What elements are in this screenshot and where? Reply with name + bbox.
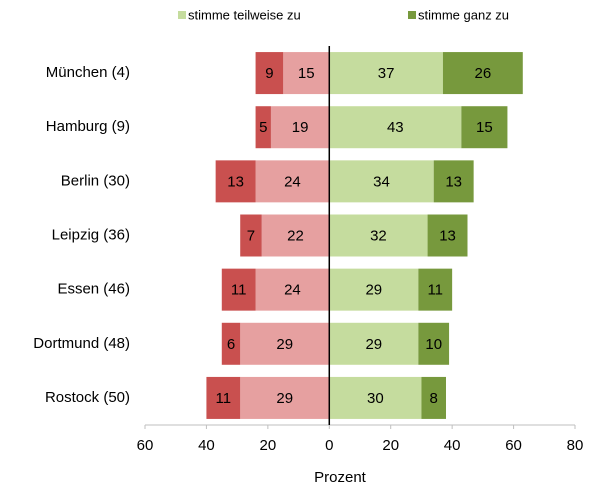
data-label: 7	[247, 227, 255, 244]
x-tick-label: 20	[260, 437, 277, 454]
category-label: Hamburg (9)	[46, 118, 130, 135]
bar-segment	[255, 268, 330, 311]
data-label: 32	[370, 227, 387, 244]
bar-segment	[283, 52, 330, 95]
x-tick-label: 20	[382, 437, 399, 454]
category-label: Leipzig (36)	[52, 226, 130, 243]
data-label: 19	[292, 119, 309, 136]
data-label: 15	[298, 65, 315, 82]
category-label: Essen (46)	[57, 281, 130, 298]
data-label: 5	[259, 119, 267, 136]
x-tick-label: 40	[198, 437, 215, 454]
data-label: 30	[367, 390, 384, 407]
data-label: 29	[276, 336, 293, 353]
data-label: 13	[439, 227, 456, 244]
bar-segment	[240, 376, 330, 419]
bar-segment	[261, 214, 330, 257]
data-label: 11	[427, 282, 443, 299]
bar-segment	[240, 214, 262, 257]
bar-segment	[421, 376, 446, 419]
legend-swatch	[408, 11, 416, 19]
bar-segment	[255, 52, 284, 95]
bar-segment	[427, 214, 468, 257]
bar-segment	[329, 160, 434, 203]
bar-segment	[418, 268, 453, 311]
data-label: 9	[265, 65, 273, 82]
data-label: 8	[430, 390, 438, 407]
bar-segment	[206, 376, 241, 419]
data-label: 6	[227, 336, 235, 353]
bar-segment	[270, 106, 330, 149]
data-label: 29	[276, 390, 293, 407]
x-tick-label: 60	[137, 437, 154, 454]
data-label: 10	[425, 336, 442, 353]
x-tick-label: 0	[325, 437, 333, 454]
data-label: 26	[475, 65, 492, 82]
category-label: München (4)	[46, 64, 130, 81]
data-label: 13	[445, 173, 462, 190]
bar-segment	[442, 52, 523, 95]
data-label: 15	[476, 119, 493, 136]
x-tick-label: 40	[444, 437, 461, 454]
category-label: Berlin (30)	[61, 172, 130, 189]
data-label: 37	[378, 65, 395, 82]
bar-segment	[329, 214, 428, 257]
category-label: Rostock (50)	[45, 389, 130, 406]
data-label: 29	[365, 336, 382, 353]
bar-segment	[329, 52, 443, 95]
bar-segment	[329, 322, 419, 365]
legend-label: stimme ganz zu	[418, 7, 509, 22]
bar-segment	[461, 106, 508, 149]
bar-segment	[329, 268, 419, 311]
bar-segment	[329, 106, 462, 149]
data-label: 11	[216, 390, 232, 407]
bar-segment	[221, 268, 256, 311]
x-tick-label: 80	[567, 437, 584, 454]
bar-segment	[255, 160, 330, 203]
data-label: 34	[373, 173, 390, 190]
data-label: 24	[284, 282, 301, 299]
bar-segment	[240, 322, 330, 365]
data-label: 29	[365, 282, 382, 299]
bar-segment	[215, 160, 256, 203]
bar-segment	[329, 376, 422, 419]
x-tick-label: 60	[505, 437, 522, 454]
legend-swatch	[178, 11, 186, 19]
category-label: Dortmund (48)	[33, 335, 130, 352]
data-label: 13	[227, 173, 244, 190]
data-label: 11	[231, 282, 247, 299]
data-label: 43	[387, 119, 404, 136]
x-axis-label: Prozent	[314, 469, 367, 486]
bar-segment	[221, 322, 241, 365]
bar-segment	[255, 106, 271, 149]
bar-segment	[433, 160, 474, 203]
data-label: 22	[287, 227, 304, 244]
bar-segment	[418, 322, 450, 365]
legend-label: stimme teilweise zu	[188, 7, 301, 22]
data-label: 24	[284, 173, 301, 190]
